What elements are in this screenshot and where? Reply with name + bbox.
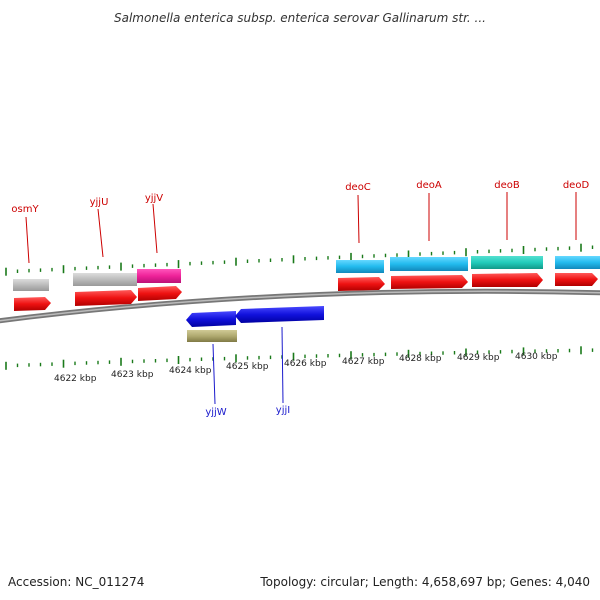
leader-line-osmY bbox=[25, 216, 30, 264]
cds-arrow-yjjU[interactable] bbox=[75, 290, 137, 306]
leader-line-yjjW bbox=[212, 343, 216, 405]
gene-label-yjjI[interactable]: yjjI bbox=[276, 405, 290, 416]
gene-bar-osmY[interactable] bbox=[13, 279, 49, 291]
scale-label: 4630 kbp bbox=[515, 352, 558, 362]
gene-label-deoA[interactable]: deoA bbox=[416, 180, 442, 191]
cds-arrow-deoA[interactable] bbox=[391, 275, 468, 289]
scale-label: 4624 kbp bbox=[169, 366, 212, 376]
cds-arrow-deoD[interactable] bbox=[555, 273, 598, 286]
tick-row-top bbox=[5, 243, 594, 276]
cds-arrow-deoB[interactable] bbox=[472, 273, 543, 287]
scale-label: 4627 kbp bbox=[342, 357, 385, 367]
map-title: Salmonella enterica subsp. enterica sero… bbox=[114, 11, 486, 25]
accession-text: Accession: NC_011274 bbox=[8, 575, 144, 589]
gene-label-yjjV[interactable]: yjjV bbox=[145, 193, 163, 204]
gene-bar-deoB[interactable] bbox=[471, 256, 543, 269]
leader-line-yjjV bbox=[152, 203, 158, 254]
gene-label-deoD[interactable]: deoD bbox=[563, 180, 590, 191]
gene-bar-yjjU[interactable] bbox=[73, 273, 137, 286]
scale-label: 4626 kbp bbox=[284, 359, 327, 369]
gene-label-yjjW[interactable]: yjjW bbox=[205, 407, 226, 418]
scale-label: 4629 kbp bbox=[457, 353, 500, 363]
gene-bar-deoD[interactable] bbox=[555, 256, 600, 269]
leader-line-yjjI bbox=[281, 326, 284, 404]
gene-label-yjjU[interactable]: yjjU bbox=[90, 197, 109, 208]
cds-arrow-deoC[interactable] bbox=[338, 277, 385, 291]
cds-arrow-yjjV[interactable] bbox=[138, 286, 182, 301]
scale-label: 4623 kbp bbox=[111, 370, 154, 380]
gene-label-deoC[interactable]: deoC bbox=[345, 182, 371, 193]
gene-label-osmY[interactable]: osmY bbox=[11, 204, 39, 215]
tick-row-bottom bbox=[5, 346, 594, 370]
cds-arrow-yjjW[interactable] bbox=[186, 311, 236, 327]
genome-summary-text: Topology: circular; Length: 4,658,697 bp… bbox=[259, 575, 590, 589]
scale-label: 4625 kbp bbox=[226, 362, 269, 372]
scale-label: 4622 kbp bbox=[54, 374, 97, 384]
cds-arrow-osmY[interactable] bbox=[14, 297, 51, 311]
leader-line-yjjU bbox=[97, 208, 104, 258]
gene-label-deoB[interactable]: deoB bbox=[494, 180, 520, 191]
scale-label: 4628 kbp bbox=[399, 354, 442, 364]
gene-bar-deoA[interactable] bbox=[390, 257, 468, 271]
gene-bar-deoC[interactable] bbox=[336, 260, 384, 273]
gene-bar-yjjW[interactable] bbox=[187, 330, 237, 342]
leader-line-deoC bbox=[357, 194, 360, 244]
gene-bar-yjjV[interactable] bbox=[137, 269, 181, 283]
cds-arrow-yjjI[interactable] bbox=[235, 306, 324, 323]
